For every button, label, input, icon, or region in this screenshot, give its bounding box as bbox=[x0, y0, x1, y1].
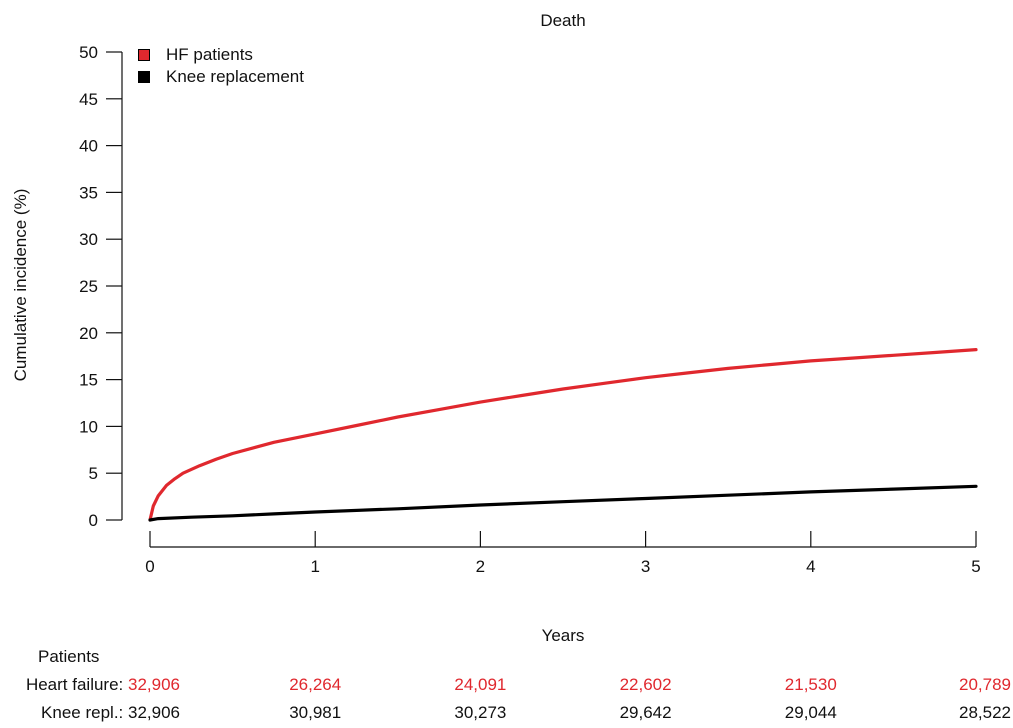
risk-table-header: Patients bbox=[38, 647, 100, 666]
y-tick-label: 50 bbox=[79, 43, 98, 62]
legend: HF patients Knee replacement bbox=[138, 44, 304, 88]
y-tick-label: 45 bbox=[79, 90, 98, 109]
legend-swatch-knee bbox=[138, 71, 150, 83]
risk-row-label: Knee repl.: bbox=[41, 703, 128, 722]
x-axis-label: Years bbox=[541, 626, 585, 645]
risk-cell-value: 26,264 bbox=[289, 675, 342, 694]
y-tick-label: 40 bbox=[79, 137, 98, 156]
risk-cell-value: 24,091 bbox=[454, 675, 507, 694]
y-tick-label: 25 bbox=[79, 277, 98, 296]
legend-swatch-hf bbox=[138, 49, 150, 61]
x-tick-label: 0 bbox=[145, 557, 154, 576]
risk-cell-value: 28,522 bbox=[959, 703, 1011, 722]
y-tick-label: 15 bbox=[79, 371, 98, 390]
x-tick-label: 4 bbox=[806, 557, 815, 576]
x-tick-label: 3 bbox=[641, 557, 650, 576]
y-axis: 0 5 10 15 20 25 30 35 40 45 50 bbox=[79, 43, 123, 530]
y-tick-label: 20 bbox=[79, 324, 98, 343]
y-tick-label: 5 bbox=[89, 464, 98, 483]
risk-cell-value: 20,789 bbox=[959, 675, 1011, 694]
risk-cell-value: 29,642 bbox=[619, 703, 672, 722]
risk-cell-value: 32,906 bbox=[128, 703, 180, 722]
risk-cell-value: 22,602 bbox=[619, 675, 672, 694]
y-tick-label: 30 bbox=[79, 230, 98, 249]
series-line-knee-replacement bbox=[148, 484, 978, 522]
series-layer bbox=[148, 348, 978, 522]
risk-cell-value: 29,044 bbox=[784, 703, 837, 722]
legend-label-knee: Knee replacement bbox=[166, 67, 304, 86]
y-tick-label: 10 bbox=[79, 417, 98, 436]
risk-row-1-first: Knee repl.: 32,906 bbox=[41, 703, 180, 723]
risk-row-0-first: Heart failure: 32,906 bbox=[26, 675, 180, 695]
y-axis-label: Cumulative incidence (%) bbox=[11, 188, 30, 382]
x-axis: 0 1 2 3 4 5 bbox=[145, 531, 981, 576]
y-tick-label: 35 bbox=[79, 183, 98, 202]
y-tick-label: 0 bbox=[89, 511, 98, 530]
series-line-hf-patients bbox=[148, 348, 978, 522]
chart-title: Death bbox=[540, 11, 586, 30]
legend-label-hf: HF patients bbox=[166, 45, 253, 64]
legend-item-knee: Knee replacement bbox=[138, 66, 304, 88]
x-tick-label: 1 bbox=[310, 557, 319, 576]
x-tick-label: 2 bbox=[476, 557, 485, 576]
risk-cell-value: 32,906 bbox=[128, 675, 180, 694]
risk-cell-value: 21,530 bbox=[784, 675, 837, 694]
x-tick-label: 5 bbox=[971, 557, 980, 576]
risk-cell-value: 30,273 bbox=[454, 703, 507, 722]
risk-row-label: Heart failure: bbox=[25, 675, 128, 694]
legend-item-hf: HF patients bbox=[138, 44, 304, 66]
risk-cell-value: 30,981 bbox=[289, 703, 342, 722]
